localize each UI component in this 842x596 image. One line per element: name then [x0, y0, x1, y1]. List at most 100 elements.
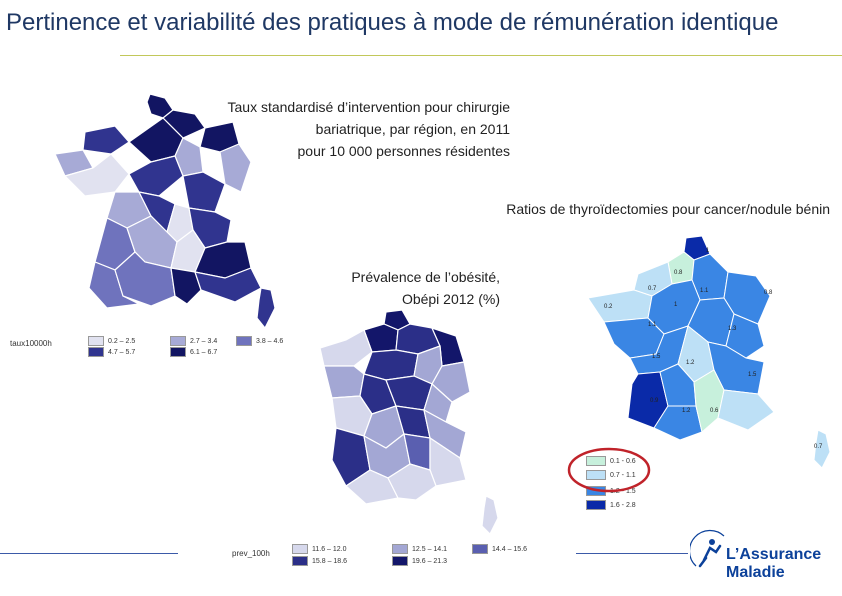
map3-caption: Prévalence de l’obésité, Obépi 2012 (%) — [240, 266, 500, 310]
legend-range: 12.5 – 14.1 — [412, 545, 448, 553]
legend-range: 0.1 - 0.6 — [610, 457, 636, 465]
map2-region — [717, 389, 775, 431]
map3-region — [429, 436, 467, 487]
map3-legend-item: 15.8 – 18.6 — [292, 556, 347, 566]
map3-legend-item: 14.4 – 15.6 — [472, 544, 527, 554]
map2-region-label: 1.3 — [728, 326, 737, 332]
map3-region-corsica — [481, 495, 499, 536]
map1-legend-item: 6.1 – 6.7 — [170, 347, 217, 357]
map2-region-label: 1.1 — [700, 288, 709, 294]
map2-region-label: 1.5 — [652, 354, 661, 360]
map3-region — [363, 349, 419, 381]
map2-region — [667, 251, 695, 285]
map2-region-label: 1 — [674, 302, 678, 308]
map1-region-corsica — [256, 287, 276, 330]
map2-region-label: 1.1 — [648, 322, 657, 328]
map3-legend-item: 12.5 – 14.1 — [392, 544, 447, 554]
legend-range: 4.7 – 5.7 — [108, 348, 136, 356]
map1-region — [128, 155, 184, 197]
map2-region — [587, 289, 653, 323]
legend-swatch — [292, 544, 308, 554]
map3-region — [323, 365, 365, 399]
logo-text-line1: L’Assurance — [726, 546, 822, 563]
map3-caption-line: Obépi 2012 (%) — [401, 291, 500, 307]
map1-region — [162, 109, 206, 139]
map1-region — [182, 171, 226, 213]
legend-swatch — [392, 544, 408, 554]
map2-region-label: 1.5 — [748, 372, 757, 378]
legend-range: 6.1 – 6.7 — [190, 348, 218, 356]
legend-range: 1.6 - 2.8 — [610, 501, 636, 509]
assurance-maladie-logo-icon — [690, 529, 725, 568]
legend-swatch — [170, 336, 186, 346]
legend-swatch — [170, 347, 186, 357]
map3-legend-item: 19.6 – 21.3 — [392, 556, 447, 566]
map3-region — [319, 329, 373, 367]
map3-region — [423, 408, 467, 459]
map3-caption-line: Prévalence de l’obésité, — [351, 269, 500, 285]
map2-region-label: 0.8 — [764, 290, 773, 296]
map1-legend-item: 2.7 – 3.4 — [170, 336, 217, 346]
map1-legend: taux10000h 0.2 – 2.5 4.7 – 5.7 2.7 – 3.4… — [10, 336, 310, 360]
highlight-circle — [567, 447, 651, 493]
map2-region-corsica — [813, 429, 831, 469]
legend-swatch — [472, 544, 488, 554]
map2-legend-item: 0.1 - 0.6 — [586, 456, 636, 466]
map2-caption-line: Ratios de thyroïdectomies pour cancer/no… — [506, 201, 830, 217]
map2-legend-item: 1.6 - 2.8 — [586, 500, 636, 510]
map2-region — [653, 405, 703, 441]
map2-region-label: 0.7 — [814, 444, 823, 450]
map2-region-label: 1 — [706, 248, 710, 254]
map1-caption: Taux standardisé d’intervention pour chi… — [150, 96, 511, 162]
assurance-maladie-logo: L’Assurance Maladie — [690, 522, 835, 588]
page-title: Pertinence et variabilité des pratiques … — [6, 9, 779, 36]
map1-legend-item: 4.7 – 5.7 — [88, 347, 135, 357]
map2-region-label: 0.9 — [650, 398, 659, 404]
map1-region — [82, 125, 130, 155]
map1-caption-line: pour 10 000 personnes résidentes — [297, 143, 510, 159]
map1-legend-item: 0.2 – 2.5 — [88, 336, 135, 346]
map1-region — [114, 251, 176, 307]
map2-region-label: 0.7 — [648, 286, 657, 292]
legend-swatch — [586, 456, 606, 466]
legend-range: 2.7 – 3.4 — [190, 337, 218, 345]
map1-caption-line: bariatrique, par région, en 2011 — [315, 121, 510, 137]
map2-region — [725, 313, 765, 359]
map2-region-label: 0.2 — [604, 304, 613, 310]
legend-range: 0.2 – 2.5 — [108, 337, 136, 345]
map1-caption-line: Taux standardisé d’intervention pour chi… — [227, 99, 511, 115]
legend-range: 3.8 – 4.6 — [256, 337, 284, 345]
footer-rule-right — [576, 553, 688, 554]
map2-france-map: 1 0.8 0.7 1.1 0.2 0.8 1 1.1 1.3 1.5 1.2 … — [587, 235, 831, 469]
map3-legend-title: prev_100h — [232, 549, 270, 558]
map3-legend: prev_100h 11.6 – 12.0 15.8 – 18.6 12.5 –… — [232, 544, 562, 568]
legend-range: 11.6 – 12.0 — [312, 545, 347, 553]
legend-range: 15.8 – 18.6 — [312, 557, 348, 565]
map2-region-label: 1.2 — [686, 360, 695, 366]
legend-swatch — [392, 556, 408, 566]
map3-france-map — [319, 310, 499, 536]
map1-region — [219, 143, 252, 193]
logo-text-line2: Maladie — [726, 564, 785, 581]
map2-legend-item: 0.7 - 1.1 — [586, 470, 636, 480]
legend-swatch — [88, 347, 104, 357]
map2-region-label: 0.8 — [674, 270, 683, 276]
legend-swatch — [586, 470, 606, 480]
map3-legend-item: 11.6 – 12.0 — [292, 544, 347, 554]
footer-rule-left — [0, 553, 178, 554]
legend-range: 19.6 – 21.3 — [412, 557, 448, 565]
map1-france-map — [55, 93, 276, 330]
legend-swatch — [236, 336, 252, 346]
title-underline — [120, 55, 842, 56]
map2-region-label: 0.6 — [710, 408, 719, 414]
legend-swatch — [88, 336, 104, 346]
legend-swatch — [586, 500, 606, 510]
map1-legend-title: taux10000h — [10, 339, 52, 348]
map2-caption: Ratios de thyroïdectomies pour cancer/no… — [420, 198, 830, 220]
map3-region — [387, 463, 437, 501]
map2-region-label: 1.2 — [682, 408, 691, 414]
legend-range: 0.7 - 1.1 — [610, 471, 636, 479]
legend-range: 14.4 – 15.6 — [492, 545, 528, 553]
map1-legend-item: 3.8 – 4.6 — [236, 336, 283, 346]
legend-swatch — [292, 556, 308, 566]
